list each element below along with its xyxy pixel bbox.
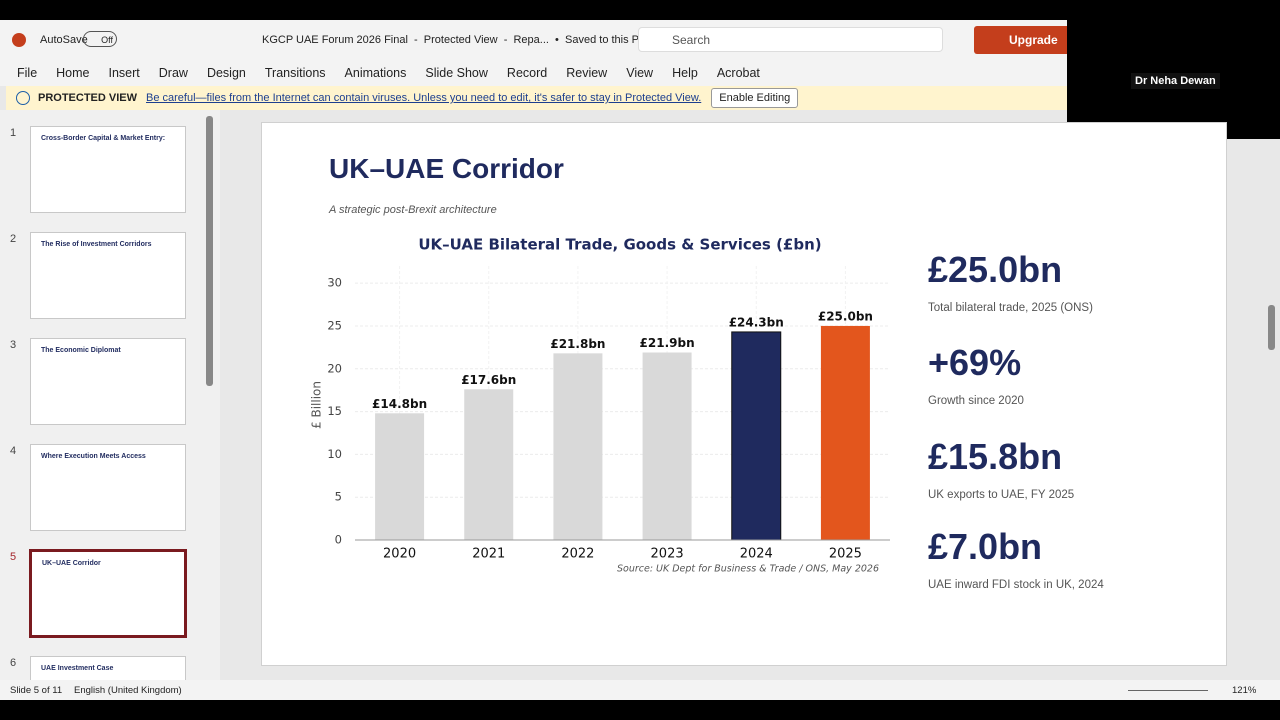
thumbnail[interactable]: UK–UAE Corridor bbox=[29, 549, 187, 638]
thumbnail-number: 4 bbox=[10, 445, 17, 457]
participant-name: Dr Neha Dewan bbox=[1131, 73, 1220, 89]
ribbon-tab[interactable]: Insert bbox=[108, 66, 140, 80]
thumbnail-title: UAE Investment Case bbox=[41, 665, 114, 672]
ribbon-tab[interactable]: View bbox=[626, 66, 654, 80]
thumbnail-number: 5 bbox=[10, 551, 17, 563]
enable-editing-button[interactable]: Enable Editing bbox=[711, 88, 799, 108]
chart: UK–UAE Bilateral Trade, Goods & Services… bbox=[310, 236, 890, 575]
x-tick-label: 2025 bbox=[829, 547, 862, 562]
stat-value: +69% bbox=[928, 342, 1022, 383]
bar bbox=[375, 413, 425, 540]
y-tick-label: 20 bbox=[327, 361, 342, 375]
stat-value: £15.8bn bbox=[928, 436, 1063, 477]
thumbnail-title: UK–UAE Corridor bbox=[42, 560, 101, 567]
zoom-level[interactable]: 121% bbox=[1232, 685, 1257, 696]
thumbnail[interactable]: The Rise of Investment Corridors bbox=[30, 232, 186, 319]
value-label: £21.8bn bbox=[550, 337, 605, 351]
thumbnail[interactable]: UAE Investment Case bbox=[30, 656, 186, 680]
ribbon-tab[interactable]: Acrobat bbox=[716, 66, 760, 80]
value-label: £14.8bn bbox=[372, 397, 427, 411]
stat-label: Growth since 2020 bbox=[928, 395, 1024, 407]
bottom-edge bbox=[0, 700, 1280, 720]
thumbnail-number: 6 bbox=[10, 657, 17, 669]
thumbnail[interactable]: Where Execution Meets Access bbox=[30, 444, 186, 531]
app-icon bbox=[12, 33, 26, 47]
stat-label: Total bilateral trade, 2025 (ONS) bbox=[928, 302, 1093, 314]
thumbnail-title: Cross-Border Capital & Market Entry: bbox=[41, 135, 166, 142]
y-tick-label: 0 bbox=[335, 533, 342, 547]
bar bbox=[464, 389, 514, 540]
stat-label: UK exports to UAE, FY 2025 bbox=[928, 489, 1075, 501]
y-tick-label: 25 bbox=[327, 318, 342, 332]
y-tick-label: 5 bbox=[335, 490, 342, 504]
upgrade-button[interactable]: Upgrade yo bbox=[974, 26, 1074, 75]
file-title: KGCP UAE Forum 2026 Final - Protected Vi… bbox=[262, 34, 647, 46]
slide-subtitle: A strategic post-Brexit architecture bbox=[329, 204, 497, 216]
protected-label: PROTECTED VIEW bbox=[38, 92, 138, 104]
protected-view-bar: PROTECTED VIEW Be careful—files from the… bbox=[6, 86, 1068, 110]
ribbon-tab[interactable]: File bbox=[17, 66, 38, 80]
bar bbox=[820, 325, 870, 540]
thumbnail-pane: 1 Cross-Border Capital & Market Entry: 2 Th… bbox=[0, 110, 220, 680]
bar bbox=[642, 352, 692, 540]
x-tick-label: 2022 bbox=[561, 547, 594, 562]
main-scrollbar bbox=[1268, 305, 1275, 350]
slide-counter: Slide 5 of 11 bbox=[10, 685, 63, 696]
y-tick-label: 30 bbox=[327, 276, 342, 290]
stat-label: UAE inward FDI stock in UK, 2024 bbox=[928, 579, 1104, 591]
y-tick-label: 15 bbox=[327, 404, 342, 418]
x-tick-label: 2021 bbox=[472, 547, 505, 562]
x-tick-label: 2020 bbox=[383, 547, 416, 562]
pane-scrollbar bbox=[206, 116, 213, 386]
thumbnail-number: 1 bbox=[10, 127, 17, 139]
ribbon-tab[interactable]: Draw bbox=[158, 66, 188, 80]
ribbon-tabs: File Home Insert Draw Design Transitions Anima… bbox=[0, 60, 1280, 86]
stat-value: £7.0bn bbox=[928, 526, 1043, 567]
slide-title: UK–UAE Corridor bbox=[329, 153, 564, 184]
chart-source: Source: UK Dept for Business & Trade / O… bbox=[617, 564, 879, 575]
ribbon-tab[interactable]: Animations bbox=[344, 66, 407, 80]
thumbnail-number: 3 bbox=[10, 339, 17, 351]
info-icon bbox=[16, 91, 30, 105]
ribbon-tab[interactable]: Design bbox=[206, 66, 246, 80]
status-bar: Slide 5 of 11 English (United Kingdom) 1… bbox=[0, 680, 1280, 700]
stat-value: £25.0bn bbox=[928, 249, 1063, 290]
thumbnail-title: The Rise of Investment Corridors bbox=[41, 241, 152, 248]
ribbon-tab[interactable]: Help bbox=[672, 66, 698, 80]
ribbon-tab[interactable]: Home bbox=[56, 66, 90, 80]
thumbnail-number: 2 bbox=[10, 233, 17, 245]
ribbon-tab[interactable]: Slide Show bbox=[425, 66, 488, 80]
thumbnail[interactable]: The Economic Diplomat bbox=[30, 338, 186, 425]
value-label: £21.9bn bbox=[640, 336, 695, 350]
chart-title: UK–UAE Bilateral Trade, Goods & Services… bbox=[418, 236, 821, 254]
x-tick-label: 2023 bbox=[651, 547, 684, 562]
title-bar: AutoSave Off KGCP UAE Forum 2026 Final -… bbox=[0, 20, 1280, 75]
value-label: £24.3bn bbox=[729, 315, 784, 329]
thumbnail-title: Where Execution Meets Access bbox=[41, 453, 146, 460]
bar bbox=[553, 353, 603, 540]
zoom-slider[interactable] bbox=[1128, 690, 1208, 691]
value-label: £17.6bn bbox=[461, 373, 516, 387]
ribbon-tab[interactable]: Transitions bbox=[264, 66, 326, 80]
x-tick-label: 2024 bbox=[740, 547, 773, 562]
autosave-toggle[interactable]: Off bbox=[83, 31, 117, 47]
y-axis-label: £ Billion bbox=[310, 381, 324, 429]
y-tick-label: 10 bbox=[327, 447, 342, 461]
search-placeholder: Search bbox=[672, 33, 711, 47]
search-box[interactable]: Search bbox=[638, 27, 943, 52]
thumbnail[interactable]: Cross-Border Capital & Market Entry: bbox=[30, 126, 186, 213]
protected-message[interactable]: Be careful—files from the Internet can c… bbox=[146, 92, 702, 104]
bar bbox=[731, 331, 782, 541]
video-overlay: Dr Neha Dewan bbox=[1067, 20, 1280, 139]
value-label: £25.0bn bbox=[818, 309, 873, 323]
top-edge bbox=[0, 0, 1280, 20]
ribbon-tab[interactable]: Record bbox=[506, 66, 548, 80]
language[interactable]: English (United Kingdom) bbox=[74, 685, 182, 696]
ribbon-tab[interactable]: Review bbox=[566, 66, 608, 80]
thumbnail-title: The Economic Diplomat bbox=[41, 347, 121, 354]
autosave-label: AutoSave bbox=[40, 34, 88, 46]
